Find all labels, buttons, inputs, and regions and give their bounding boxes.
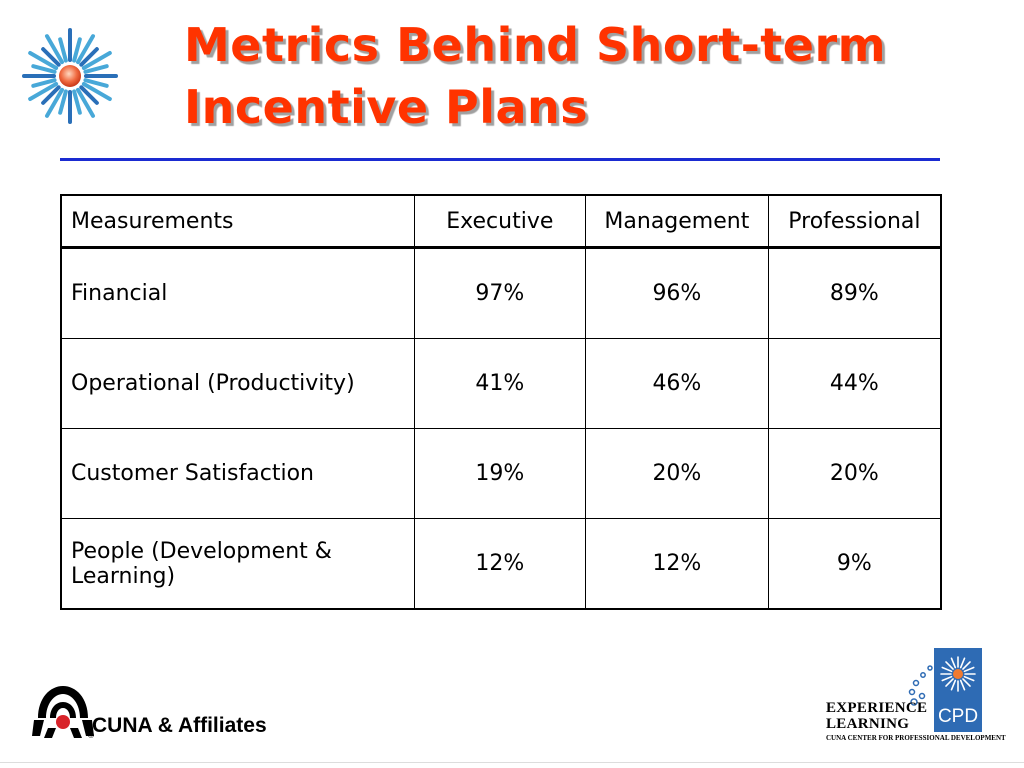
svg-text:®: ® [88, 731, 94, 740]
cpd-name-line2: LEARNING [826, 716, 910, 732]
cpd-logo-subtitle: CUNA CENTER FOR PROFESSIONAL DEVELOPMENT [826, 734, 1006, 742]
metrics-table: Measurements Executive Management Profes… [60, 194, 942, 610]
measurement-cell: Customer Satisfaction [60, 428, 415, 519]
column-header-professional: Professional [767, 194, 942, 249]
column-header-measurements: Measurements [60, 194, 415, 249]
professional-cell: 9% [767, 518, 942, 610]
column-header-management: Management [585, 194, 769, 249]
cpd-badge: CPD [937, 706, 979, 727]
table-row: Financial 97% 96% 89% [60, 247, 942, 339]
table-row: People (Development & Learning) 12% 12% … [60, 518, 942, 610]
cpd-logo-name: EXPERIENCE LEARNING [826, 700, 934, 732]
cpd-name-line1: EXPERIENCE [826, 700, 928, 716]
table-header-row: Measurements Executive Management Profes… [60, 194, 942, 249]
title-divider [60, 158, 940, 161]
cpd-star-icon [940, 656, 976, 692]
executive-cell: 97% [413, 247, 587, 339]
cpd-logo-icon: CPD [934, 648, 982, 732]
table-row: Customer Satisfaction 19% 20% 20% [60, 428, 942, 519]
cuna-logo-text: CUNA & Affiliates [92, 714, 267, 737]
footer-line [0, 762, 1024, 763]
table-row: Operational (Productivity) 41% 46% 44% [60, 338, 942, 429]
executive-cell: 12% [413, 518, 587, 610]
column-header-executive: Executive [413, 194, 587, 249]
management-cell: 96% [585, 247, 769, 339]
management-cell: 20% [585, 428, 769, 519]
measurement-cell: People (Development & Learning) [60, 518, 415, 610]
slide-title: Metrics Behind Short-term Incentive Plan… [184, 18, 887, 134]
management-cell: 46% [585, 338, 769, 429]
cpd-dots-icon [908, 665, 933, 706]
professional-cell: 44% [767, 338, 942, 429]
measurement-cell: Financial [60, 247, 415, 339]
management-cell: 12% [585, 518, 769, 610]
sunburst-icon [22, 28, 118, 124]
cuna-logo-icon: ® [32, 686, 94, 740]
measurement-cell: Operational (Productivity) [60, 338, 415, 429]
professional-cell: 89% [767, 247, 942, 339]
executive-cell: 41% [413, 338, 587, 429]
cpd-logo: CPD EXPERIENCE LEARNING CUNA CENTER FOR … [820, 646, 1006, 746]
executive-cell: 19% [413, 428, 587, 519]
cuna-logo: ® CUNA & Affiliates [30, 678, 310, 742]
professional-cell: 20% [767, 428, 942, 519]
